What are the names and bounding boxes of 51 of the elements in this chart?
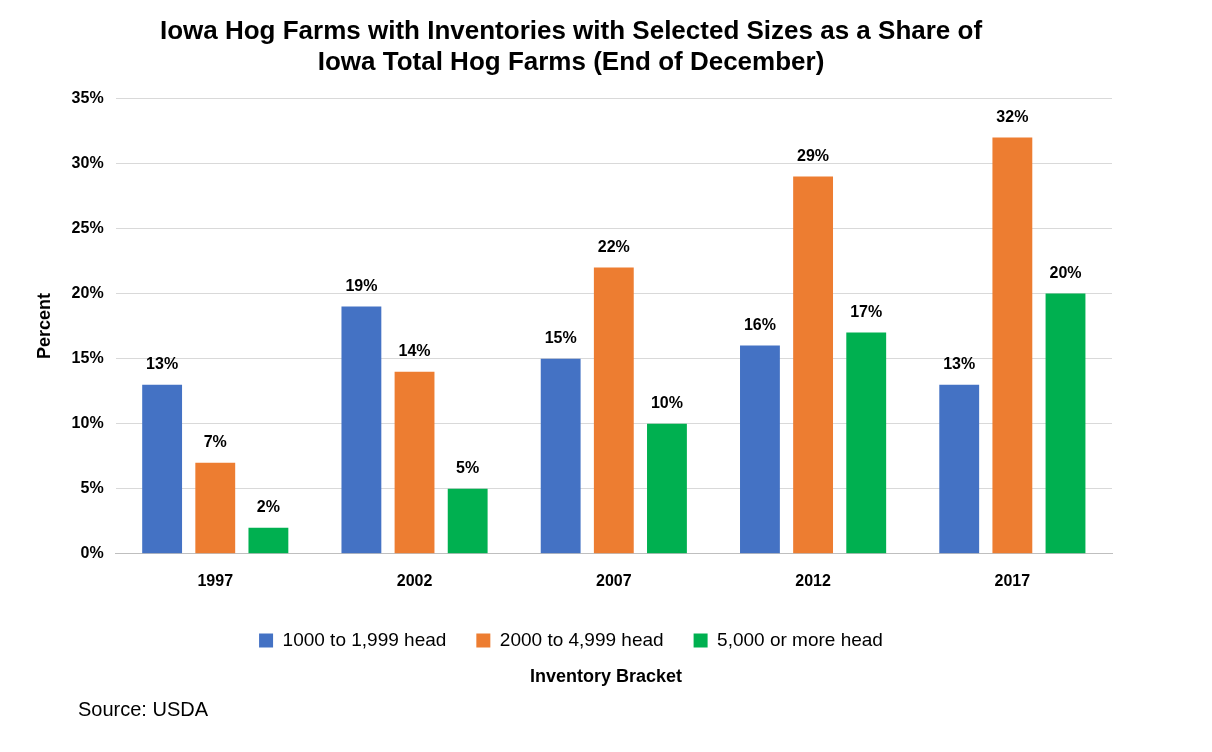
legend-label: 2000 to 4,999 head <box>499 628 664 650</box>
bar <box>195 462 236 554</box>
source-note: Source: USDA <box>78 698 209 721</box>
bar <box>593 267 634 554</box>
data-label: 29% <box>797 146 830 164</box>
y-axis-title: Percent <box>33 293 54 360</box>
bar <box>447 488 488 554</box>
x-tick-label: 1997 <box>197 571 234 589</box>
bar <box>740 345 780 554</box>
text: Iowa Hog Farms with Inventories with Selected Sizes as a Share of <box>159 14 983 45</box>
y-tick-label: 15% <box>71 349 104 367</box>
legend-label: 1000 to 1,999 head <box>282 628 447 650</box>
data-label: 32% <box>996 107 1029 125</box>
data-label: 22% <box>597 237 630 255</box>
data-label: 2% <box>256 498 280 516</box>
y-tick-label: 25% <box>71 218 104 236</box>
bar <box>248 527 289 554</box>
legend-label: 5,000 or more head <box>717 628 883 650</box>
bar <box>540 358 581 554</box>
bar <box>647 423 687 554</box>
data-label: 15% <box>544 329 577 347</box>
x-tick-label: 2002 <box>396 571 433 589</box>
y-tick-label: 30% <box>71 153 104 171</box>
bar <box>992 137 1033 554</box>
data-label: 5% <box>456 459 480 477</box>
x-axis-title: Inventory Bracket <box>528 666 684 687</box>
data-label: 14% <box>398 342 431 360</box>
data-label: 7% <box>203 433 227 451</box>
x-tick-label: 2007 <box>596 571 632 589</box>
data-label: 17% <box>850 303 883 321</box>
bar <box>846 332 887 554</box>
bar <box>939 384 980 554</box>
data-label: 19% <box>345 276 378 294</box>
x-tick-label: 2012 <box>795 571 831 589</box>
data-label: 13% <box>943 355 976 373</box>
data-label: 20% <box>1049 263 1082 281</box>
bar <box>394 371 435 554</box>
y-tick-label: 20% <box>71 283 104 301</box>
y-tick-label: 0% <box>80 544 104 562</box>
bar <box>341 306 382 554</box>
bar <box>793 176 834 554</box>
data-label: 10% <box>650 394 683 412</box>
y-tick-label: 10% <box>71 414 104 432</box>
bar <box>1045 293 1086 554</box>
data-label: 13% <box>146 355 179 373</box>
data-label: 16% <box>743 316 776 334</box>
y-tick-label: 5% <box>80 479 104 497</box>
text: Iowa Total Hog Farms (End of December) <box>317 45 825 76</box>
bar <box>142 384 183 554</box>
y-tick-label: 35% <box>71 88 104 106</box>
x-tick-label: 2017 <box>994 571 1031 589</box>
